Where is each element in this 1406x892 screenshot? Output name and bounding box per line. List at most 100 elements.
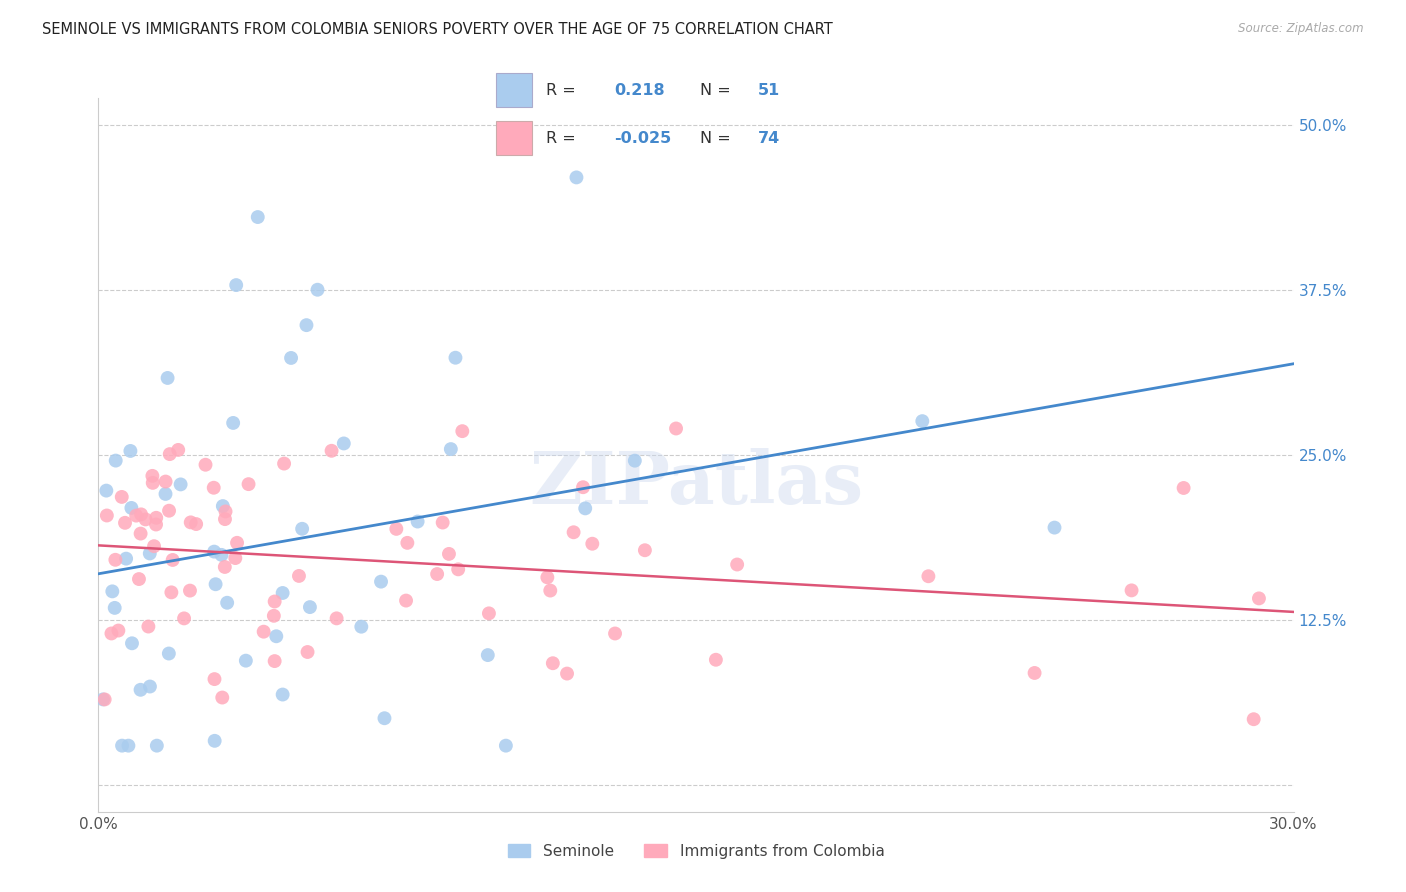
Point [295, 318, 318, 333]
Point [214, 512, 236, 526]
Point [169, 477, 191, 491]
Point [202, 481, 225, 495]
Point [917, 569, 939, 583]
Point [138, 619, 160, 633]
Point [477, 648, 499, 662]
Point [129, 508, 152, 522]
Point [194, 458, 217, 472]
Point [114, 516, 136, 530]
Point [562, 525, 585, 540]
Point [129, 682, 152, 697]
Point [204, 734, 226, 748]
Point [139, 680, 162, 694]
Point [211, 499, 233, 513]
Point [214, 504, 236, 518]
Point [406, 515, 429, 529]
Point [159, 447, 181, 461]
Point [426, 567, 449, 582]
Point [385, 522, 408, 536]
Point [214, 560, 236, 574]
Point [437, 547, 460, 561]
Point [624, 453, 647, 467]
Point [603, 626, 626, 640]
Point [1043, 520, 1066, 534]
Point [128, 572, 150, 586]
Point [155, 487, 177, 501]
Point [440, 442, 463, 456]
Point [634, 543, 657, 558]
Point [173, 611, 195, 625]
Text: SEMINOLE VS IMMIGRANTS FROM COLOMBIA SENIORS POVERTY OVER THE AGE OF 75 CORRELAT: SEMINOLE VS IMMIGRANTS FROM COLOMBIA SEN… [42, 22, 832, 37]
Point [536, 570, 558, 584]
Point [135, 512, 157, 526]
Point [307, 283, 329, 297]
Point [202, 544, 225, 558]
Point [111, 739, 134, 753]
Point [333, 436, 356, 450]
Point [101, 584, 124, 599]
Point [96, 483, 118, 498]
Point [263, 594, 285, 608]
Point [495, 739, 517, 753]
FancyBboxPatch shape [496, 121, 531, 155]
Point [226, 536, 249, 550]
Point [143, 539, 166, 553]
Point [121, 636, 143, 650]
Point [104, 453, 127, 467]
Point [253, 624, 276, 639]
Point [179, 583, 201, 598]
Point [211, 690, 233, 705]
Point [238, 477, 260, 491]
Point [145, 517, 167, 532]
Point [395, 593, 418, 607]
Point [263, 608, 285, 623]
Point [538, 583, 561, 598]
Point [373, 711, 395, 725]
Point [321, 443, 343, 458]
Text: N =: N = [700, 131, 731, 146]
Point [157, 647, 180, 661]
Point [280, 351, 302, 365]
Point [204, 577, 226, 591]
Point [155, 475, 177, 489]
Point [104, 600, 127, 615]
Point [555, 666, 578, 681]
Point [432, 516, 454, 530]
Point [911, 414, 934, 428]
Point [451, 424, 474, 438]
Point [142, 475, 165, 490]
Text: 51: 51 [758, 83, 780, 97]
Point [291, 522, 314, 536]
Point [120, 444, 142, 458]
Point [572, 480, 595, 494]
Point [1243, 712, 1265, 726]
Point [271, 586, 294, 600]
Point [581, 537, 603, 551]
FancyBboxPatch shape [496, 73, 531, 106]
Point [704, 653, 727, 667]
Point [350, 620, 373, 634]
Point [225, 278, 247, 293]
Point [211, 548, 233, 562]
Point [115, 551, 138, 566]
Point [100, 626, 122, 640]
Point [1024, 665, 1046, 680]
Point [141, 468, 163, 483]
Point [370, 574, 392, 589]
Point [266, 629, 288, 643]
Point [1247, 591, 1270, 606]
Point [129, 526, 152, 541]
Point [107, 624, 129, 638]
Point [156, 371, 179, 385]
Point [298, 600, 321, 615]
Point [297, 645, 319, 659]
Point [146, 739, 169, 753]
Point [665, 421, 688, 435]
Point [1121, 583, 1143, 598]
Point [224, 551, 246, 566]
Point [111, 490, 134, 504]
Point [157, 504, 180, 518]
Point [104, 553, 127, 567]
Point [91, 692, 114, 706]
Point [167, 442, 190, 457]
